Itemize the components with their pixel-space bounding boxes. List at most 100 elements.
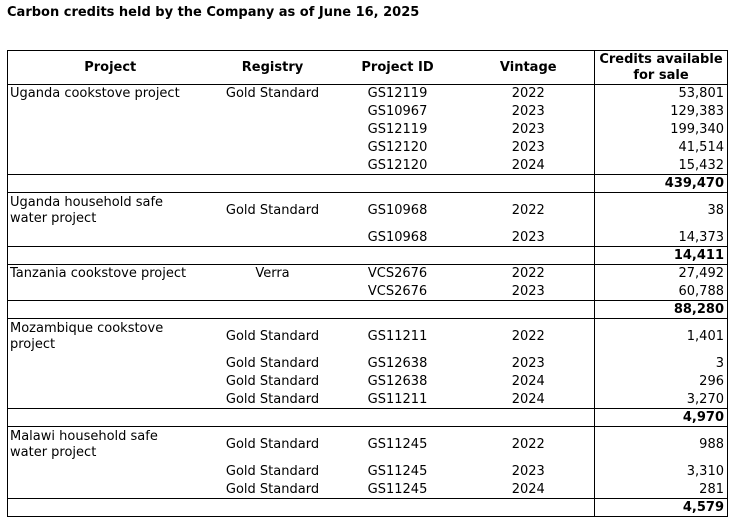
project-cell: Mozambique cookstove project — [8, 319, 213, 355]
col-header-vintage: Vintage — [462, 50, 595, 85]
project-id-cell: GS10967 — [367, 104, 428, 119]
project-cell: Uganda cookstove project — [8, 85, 213, 103]
vintage-cell: 2022 — [511, 86, 545, 102]
subtotal-spacer — [7, 246, 595, 265]
col-header-credits-line1: Credits available — [599, 51, 723, 67]
vintage-cell: 2023 — [511, 464, 545, 479]
data-row: VCS2676 2023 60,788 — [8, 282, 728, 301]
subtotal-value: 14,411 — [594, 246, 728, 265]
registry-cell: Verra — [255, 266, 290, 282]
project-name: Uganda household safe water project — [10, 194, 164, 226]
project-name: Malawi household safe water project — [10, 428, 158, 460]
registry-cell: Gold Standard — [225, 437, 320, 453]
project-cell — [8, 355, 213, 373]
credits-cell: 60,788 — [594, 282, 728, 301]
vintage-cell: 2023 — [511, 356, 545, 371]
project-name: Tanzania cookstove project — [10, 265, 187, 281]
subtotal-spacer — [7, 408, 595, 427]
credits-cell: 281 — [594, 480, 728, 499]
project-cell — [8, 139, 213, 157]
project-cell — [8, 229, 213, 247]
registry-cell: Gold Standard — [225, 374, 320, 389]
registry-cell: Gold Standard — [225, 329, 320, 345]
data-row: Mozambique cookstove project Gold Standar… — [8, 318, 728, 355]
subtotal-spacer — [7, 498, 595, 517]
vintage-cell: 2024 — [511, 391, 545, 407]
vintage-cell: 2023 — [511, 140, 545, 155]
project-id-cell: GS11245 — [367, 481, 428, 497]
registry-cell — [213, 283, 333, 301]
project-id-cell: GS10968 — [367, 203, 428, 219]
data-row: GS10967 2023 129,383 — [8, 102, 728, 121]
project-id-cell: GS11245 — [367, 437, 428, 453]
project-id-cell: GS11211 — [367, 391, 428, 407]
col-header-project: Project — [7, 50, 213, 85]
data-row: Uganda cookstove project Gold Standard GS1… — [8, 84, 728, 103]
project-id-cell: GS10968 — [367, 229, 428, 245]
registry-cell: Gold Standard — [225, 391, 320, 407]
page-title: Carbon credits held by the Company as of… — [7, 5, 420, 20]
subtotal-row: 4,970 — [7, 408, 728, 427]
subtotal-spacer — [7, 300, 595, 319]
data-row: GS12120 2023 41,514 — [8, 138, 728, 157]
project-id-cell: GS12120 — [367, 140, 428, 155]
data-row: GS10968 2023 14,373 — [8, 228, 728, 247]
project-id-cell: GS12119 — [367, 122, 428, 137]
subtotal-value: 88,280 — [594, 300, 728, 319]
registry-cell — [213, 121, 333, 139]
vintage-cell: 2024 — [511, 374, 545, 389]
credits-cell: 988 — [594, 426, 728, 463]
credits-cell: 3,270 — [594, 390, 728, 409]
subtotal-value: 4,579 — [594, 498, 728, 517]
vintage-cell: 2023 — [511, 122, 545, 137]
credits-cell: 1,401 — [594, 318, 728, 355]
project-cell — [8, 391, 213, 409]
subtotal-row: 14,411 — [7, 246, 728, 265]
project-cell — [8, 481, 213, 499]
registry-cell: Gold Standard — [225, 464, 320, 479]
project-id-cell: GS12119 — [367, 86, 428, 102]
data-row: Tanzania cookstove project Verra VCS2676 20… — [8, 264, 728, 283]
vintage-cell: 2022 — [511, 437, 545, 453]
data-row: Gold Standard GS12638 2024 296 — [8, 372, 728, 391]
credits-cell: 3,310 — [594, 462, 728, 481]
project-id-cell: GS11245 — [367, 464, 428, 479]
vintage-cell: 2022 — [511, 203, 545, 219]
credits-cell: 27,492 — [594, 264, 728, 283]
credits-cell: 41,514 — [594, 138, 728, 157]
credits-cell: 129,383 — [594, 102, 728, 121]
subtotal-spacer — [7, 174, 595, 193]
vintage-cell: 2022 — [511, 329, 545, 345]
project-cell — [8, 373, 213, 391]
credits-cell: 53,801 — [594, 84, 728, 103]
project-cell — [8, 103, 213, 121]
credits-cell: 14,373 — [594, 228, 728, 247]
registry-cell: Gold Standard — [225, 481, 320, 497]
credits-cell: 3 — [594, 354, 728, 373]
project-cell: Malawi household safe water project — [8, 427, 213, 463]
project-cell — [8, 157, 213, 175]
vintage-cell: 2024 — [511, 481, 545, 497]
project-id-cell: VCS2676 — [367, 266, 428, 282]
project-name: Uganda cookstove project — [10, 85, 180, 101]
registry-cell — [213, 229, 333, 247]
registry-cell — [213, 103, 333, 121]
project-id-cell: GS12638 — [367, 356, 428, 371]
registry-cell — [213, 157, 333, 175]
project-name: Mozambique cookstove project — [10, 320, 164, 352]
credits-cell: 296 — [594, 372, 728, 391]
project-id-cell: GS12638 — [367, 374, 428, 389]
data-row: Gold Standard GS11245 2024 281 — [8, 480, 728, 499]
col-header-credits-line2: for sale — [633, 67, 689, 83]
vintage-cell: 2023 — [511, 229, 545, 245]
header-row: Project Registry Project ID Vintage Cred… — [7, 50, 728, 85]
project-cell: Tanzania cookstove project — [8, 265, 213, 283]
registry-cell: Gold Standard — [225, 356, 320, 371]
data-row: Uganda household safe water project Gold … — [8, 192, 728, 229]
data-row: Gold Standard GS11245 2023 3,310 — [8, 462, 728, 481]
subtotal-row: 88,280 — [7, 300, 728, 319]
col-header-project-id: Project ID — [332, 50, 463, 85]
subtotal-row: 4,579 — [7, 498, 728, 517]
project-cell — [8, 463, 213, 481]
